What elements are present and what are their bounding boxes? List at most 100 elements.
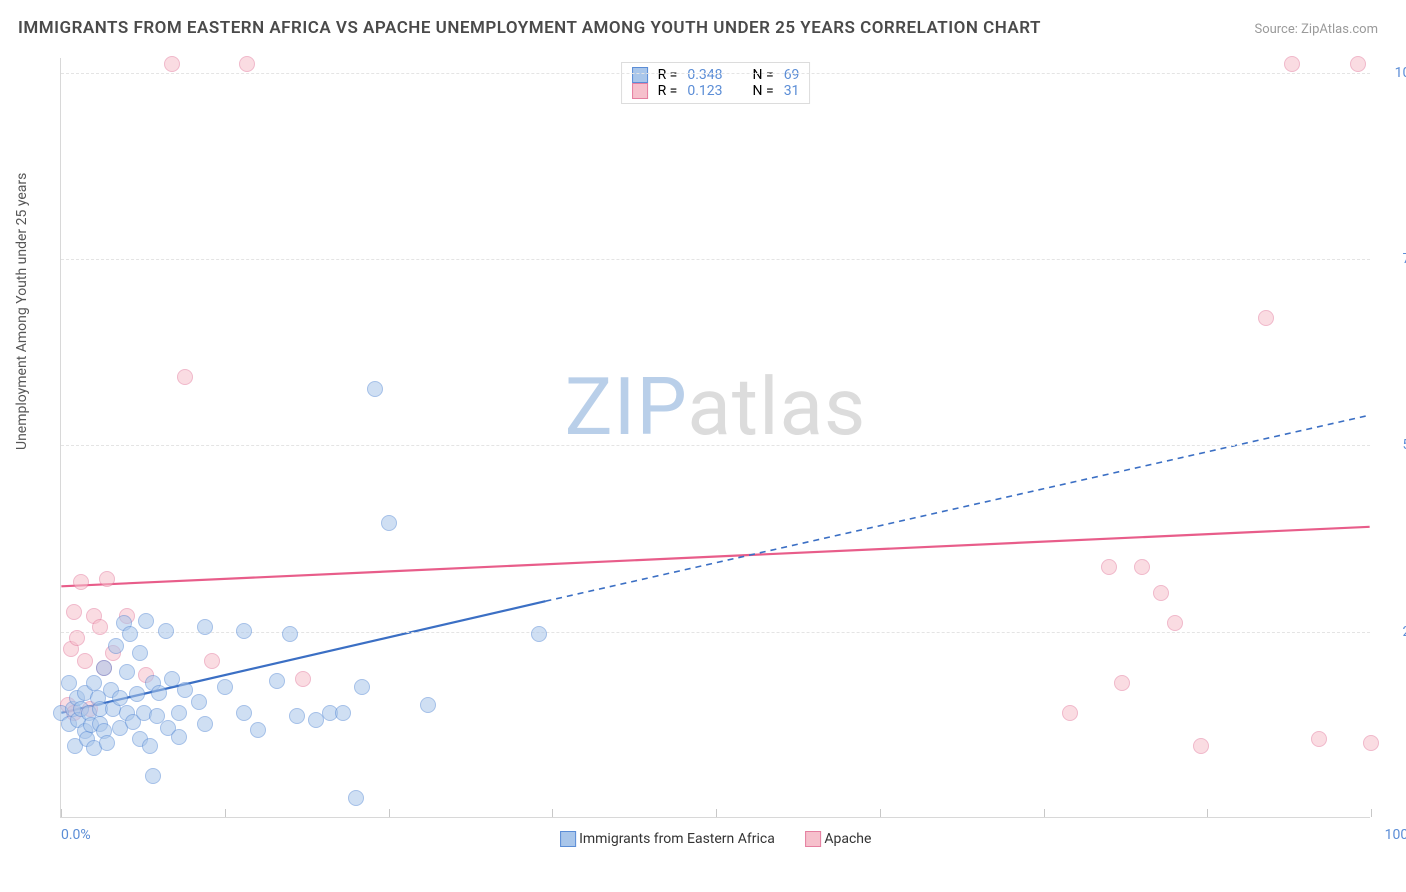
n-value-blue: 69 <box>784 67 800 83</box>
y-tick-label: 75.0% <box>1378 251 1406 267</box>
data-point-blue <box>119 664 135 680</box>
swatch-blue <box>632 67 648 83</box>
gridline <box>61 632 1370 633</box>
data-point-pink <box>1363 735 1379 751</box>
data-point-blue <box>191 694 207 710</box>
data-point-pink <box>1114 675 1130 691</box>
y-tick-label: 100.0% <box>1378 65 1406 81</box>
data-point-pink <box>73 574 89 590</box>
data-point-blue <box>99 735 115 751</box>
n-label: N = <box>753 67 774 83</box>
data-point-blue <box>171 705 187 721</box>
data-point-blue <box>367 381 383 397</box>
data-point-pink <box>177 369 193 385</box>
swatch-pink <box>632 83 648 99</box>
gridline <box>61 445 1370 446</box>
data-point-pink <box>164 56 180 72</box>
data-point-blue <box>197 716 213 732</box>
data-point-blue <box>112 690 128 706</box>
legend-item-blue: Immigrants from Eastern Africa <box>560 831 775 847</box>
data-point-blue <box>335 705 351 721</box>
n-label: N = <box>753 83 774 99</box>
data-point-pink <box>99 571 115 587</box>
legend-item-pink: Apache <box>805 831 872 847</box>
data-point-blue <box>138 613 154 629</box>
scatter-plot: ZIPatlas R = 0.348 N = 69 R = 0.123 N = … <box>60 58 1370 818</box>
x-minor-tick <box>225 809 226 817</box>
data-point-blue <box>129 686 145 702</box>
data-point-pink <box>92 619 108 635</box>
y-tick-label: 25.0% <box>1378 624 1406 640</box>
r-label: R = <box>658 67 678 83</box>
x-minor-tick <box>1044 809 1045 817</box>
data-point-blue <box>348 790 364 806</box>
data-point-pink <box>1153 585 1169 601</box>
data-point-blue <box>381 515 397 531</box>
trend-lines-layer <box>61 58 1370 817</box>
data-point-pink <box>1167 615 1183 631</box>
x-minor-tick <box>61 809 62 817</box>
data-point-blue <box>86 675 102 691</box>
series-legend: Immigrants from Eastern Africa Apache <box>560 831 872 847</box>
chart-title: IMMIGRANTS FROM EASTERN AFRICA VS APACHE… <box>18 18 1041 38</box>
r-value-blue: 0.348 <box>687 67 722 83</box>
x-minor-tick <box>716 809 717 817</box>
data-point-blue <box>236 623 252 639</box>
data-point-pink <box>1284 56 1300 72</box>
data-point-blue <box>282 626 298 642</box>
data-point-blue <box>250 722 266 738</box>
gridline <box>61 259 1370 260</box>
data-point-blue <box>354 679 370 695</box>
data-point-pink <box>1193 738 1209 754</box>
n-value-pink: 31 <box>784 83 800 99</box>
data-point-pink <box>239 56 255 72</box>
swatch-blue <box>560 831 576 847</box>
data-point-blue <box>531 626 547 642</box>
data-point-blue <box>61 675 77 691</box>
legend-row-pink: R = 0.123 N = 31 <box>632 83 800 99</box>
data-point-blue <box>151 685 167 701</box>
y-tick-label: 50.0% <box>1378 437 1406 453</box>
legend-label-pink: Apache <box>824 831 871 847</box>
gridline <box>61 73 1370 74</box>
data-point-blue <box>145 768 161 784</box>
x-minor-tick <box>389 809 390 817</box>
x-minor-tick <box>880 809 881 817</box>
data-point-blue <box>158 623 174 639</box>
legend-label-blue: Immigrants from Eastern Africa <box>579 831 775 847</box>
x-minor-tick <box>1371 809 1372 817</box>
swatch-pink <box>805 831 821 847</box>
data-point-blue <box>217 679 233 695</box>
x-tick-max: 100.0% <box>1385 827 1406 843</box>
data-point-blue <box>96 660 112 676</box>
data-point-pink <box>1311 731 1327 747</box>
data-point-blue <box>197 619 213 635</box>
data-point-pink <box>204 653 220 669</box>
data-point-pink <box>1062 705 1078 721</box>
data-point-pink <box>1258 310 1274 326</box>
x-minor-tick <box>1207 809 1208 817</box>
legend-row-blue: R = 0.348 N = 69 <box>632 67 800 83</box>
data-point-pink <box>69 630 85 646</box>
source-attribution: Source: ZipAtlas.com <box>1254 22 1378 37</box>
data-point-pink <box>66 604 82 620</box>
trend-line <box>61 527 1369 587</box>
data-point-pink <box>1350 56 1366 72</box>
data-point-pink <box>1101 559 1117 575</box>
data-point-blue <box>420 697 436 713</box>
data-point-blue <box>132 645 148 661</box>
data-point-blue <box>108 638 124 654</box>
data-point-blue <box>236 705 252 721</box>
y-axis-label: Unemployment Among Youth under 25 years <box>14 173 30 450</box>
data-point-blue <box>122 626 138 642</box>
x-minor-tick <box>552 809 553 817</box>
data-point-blue <box>171 729 187 745</box>
data-point-blue <box>289 708 305 724</box>
r-value-pink: 0.123 <box>687 83 722 99</box>
data-point-pink <box>295 671 311 687</box>
r-label: R = <box>658 83 678 99</box>
correlation-legend: R = 0.348 N = 69 R = 0.123 N = 31 <box>621 62 811 104</box>
data-point-blue <box>269 673 285 689</box>
data-point-pink <box>77 653 93 669</box>
data-point-blue <box>142 738 158 754</box>
